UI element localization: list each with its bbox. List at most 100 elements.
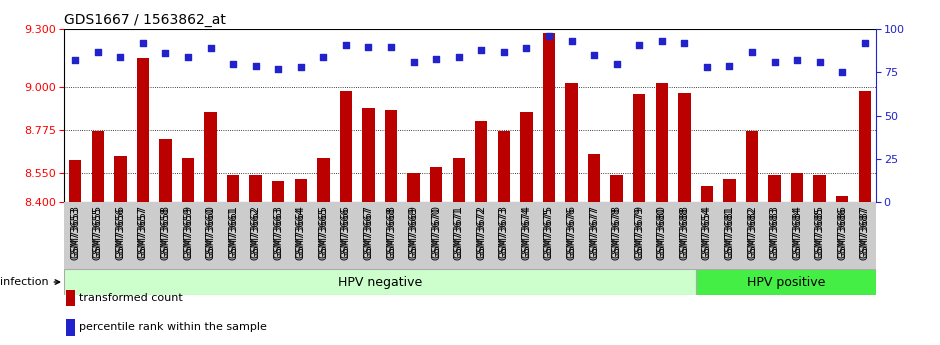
Text: GSM73656: GSM73656: [116, 207, 125, 260]
Bar: [655, 83, 668, 202]
Text: GSM73669: GSM73669: [409, 207, 418, 260]
Bar: [249, 175, 262, 202]
Text: GSM73657: GSM73657: [138, 207, 148, 260]
Text: GSM73683: GSM73683: [770, 207, 779, 260]
Text: GSM73679: GSM73679: [634, 207, 644, 260]
Text: GSM73664: GSM73664: [296, 207, 306, 260]
Text: GSM73675: GSM73675: [544, 207, 554, 260]
Text: GSM73684: GSM73684: [792, 207, 802, 260]
Bar: [227, 175, 240, 202]
Text: GSM73653: GSM73653: [70, 205, 80, 258]
Point: [293, 65, 308, 70]
Point: [203, 46, 218, 51]
Text: GSM73676: GSM73676: [567, 207, 576, 260]
Point: [248, 63, 263, 68]
Text: GSM73687: GSM73687: [860, 207, 870, 260]
Point: [68, 58, 83, 63]
Text: GSM73687: GSM73687: [860, 205, 870, 258]
Text: GSM73669: GSM73669: [409, 205, 418, 258]
Point: [316, 54, 331, 60]
Text: GSM73685: GSM73685: [815, 207, 824, 260]
Bar: [181, 158, 195, 202]
Bar: [384, 110, 398, 202]
Text: GSM73673: GSM73673: [499, 207, 509, 260]
Point: [767, 59, 782, 65]
Text: GSM73668: GSM73668: [386, 205, 396, 258]
Point: [135, 40, 150, 46]
Text: GSM73658: GSM73658: [161, 205, 170, 258]
Text: GSM73683: GSM73683: [770, 205, 779, 258]
Text: GSM73655: GSM73655: [93, 207, 102, 260]
Point: [541, 33, 556, 39]
Point: [654, 39, 669, 44]
Text: HPV negative: HPV negative: [337, 276, 422, 288]
Bar: [745, 131, 759, 202]
Bar: [339, 91, 352, 202]
Bar: [159, 139, 172, 202]
Point: [744, 49, 760, 55]
Text: GSM73665: GSM73665: [319, 205, 328, 258]
Text: GSM73659: GSM73659: [183, 205, 193, 258]
Text: GSM73661: GSM73661: [228, 205, 238, 258]
Text: GSM73677: GSM73677: [589, 205, 599, 258]
Text: GSM73673: GSM73673: [499, 205, 509, 258]
Point: [158, 51, 173, 56]
Point: [406, 59, 421, 65]
Text: GSM73674: GSM73674: [522, 207, 531, 260]
Text: GSM73686: GSM73686: [838, 207, 847, 260]
Bar: [542, 33, 556, 202]
Text: GSM73678: GSM73678: [612, 205, 621, 258]
Text: GSM73672: GSM73672: [477, 207, 486, 260]
Point: [90, 49, 105, 55]
Point: [226, 61, 241, 67]
Point: [113, 54, 128, 60]
Point: [180, 54, 196, 60]
Text: GSM73662: GSM73662: [251, 207, 260, 260]
Point: [384, 44, 399, 49]
Bar: [520, 112, 533, 202]
Text: GSM73671: GSM73671: [454, 207, 463, 260]
Point: [835, 70, 850, 75]
Text: GSM73686: GSM73686: [838, 205, 847, 258]
Bar: [452, 158, 465, 202]
Point: [564, 39, 579, 44]
Text: GSM73659: GSM73659: [183, 207, 193, 260]
Text: GSM73670: GSM73670: [431, 205, 441, 258]
Text: GSM73664: GSM73664: [296, 205, 306, 258]
Text: GSM73680: GSM73680: [657, 207, 666, 260]
Text: HPV positive: HPV positive: [746, 276, 825, 288]
Bar: [610, 175, 623, 202]
Point: [451, 54, 466, 60]
Bar: [836, 196, 849, 202]
Text: GSM73676: GSM73676: [567, 205, 576, 258]
Bar: [64, 269, 696, 295]
Bar: [588, 154, 601, 202]
Bar: [136, 58, 149, 202]
Text: GSM73677: GSM73677: [589, 207, 599, 260]
Bar: [696, 269, 876, 295]
Text: GSM73656: GSM73656: [116, 205, 125, 258]
Point: [587, 52, 602, 58]
Text: GSM73666: GSM73666: [341, 207, 351, 260]
Text: percentile rank within the sample: percentile rank within the sample: [79, 323, 267, 333]
Bar: [66, 290, 75, 306]
Text: GSM73688: GSM73688: [680, 205, 689, 258]
Bar: [497, 131, 510, 202]
Point: [722, 63, 737, 68]
Bar: [272, 181, 285, 202]
Point: [361, 44, 376, 49]
Point: [338, 42, 353, 48]
Bar: [91, 131, 104, 202]
Text: GSM73654: GSM73654: [702, 205, 712, 258]
Point: [609, 61, 624, 67]
Bar: [407, 173, 420, 202]
Bar: [565, 83, 578, 202]
Text: GSM73685: GSM73685: [815, 205, 824, 258]
Text: GSM73657: GSM73657: [138, 205, 148, 258]
Text: GSM73684: GSM73684: [792, 205, 802, 258]
Text: GSM73682: GSM73682: [747, 205, 757, 258]
Point: [271, 66, 286, 72]
Bar: [430, 167, 443, 202]
Bar: [66, 319, 75, 336]
Text: GSM73654: GSM73654: [702, 207, 712, 260]
